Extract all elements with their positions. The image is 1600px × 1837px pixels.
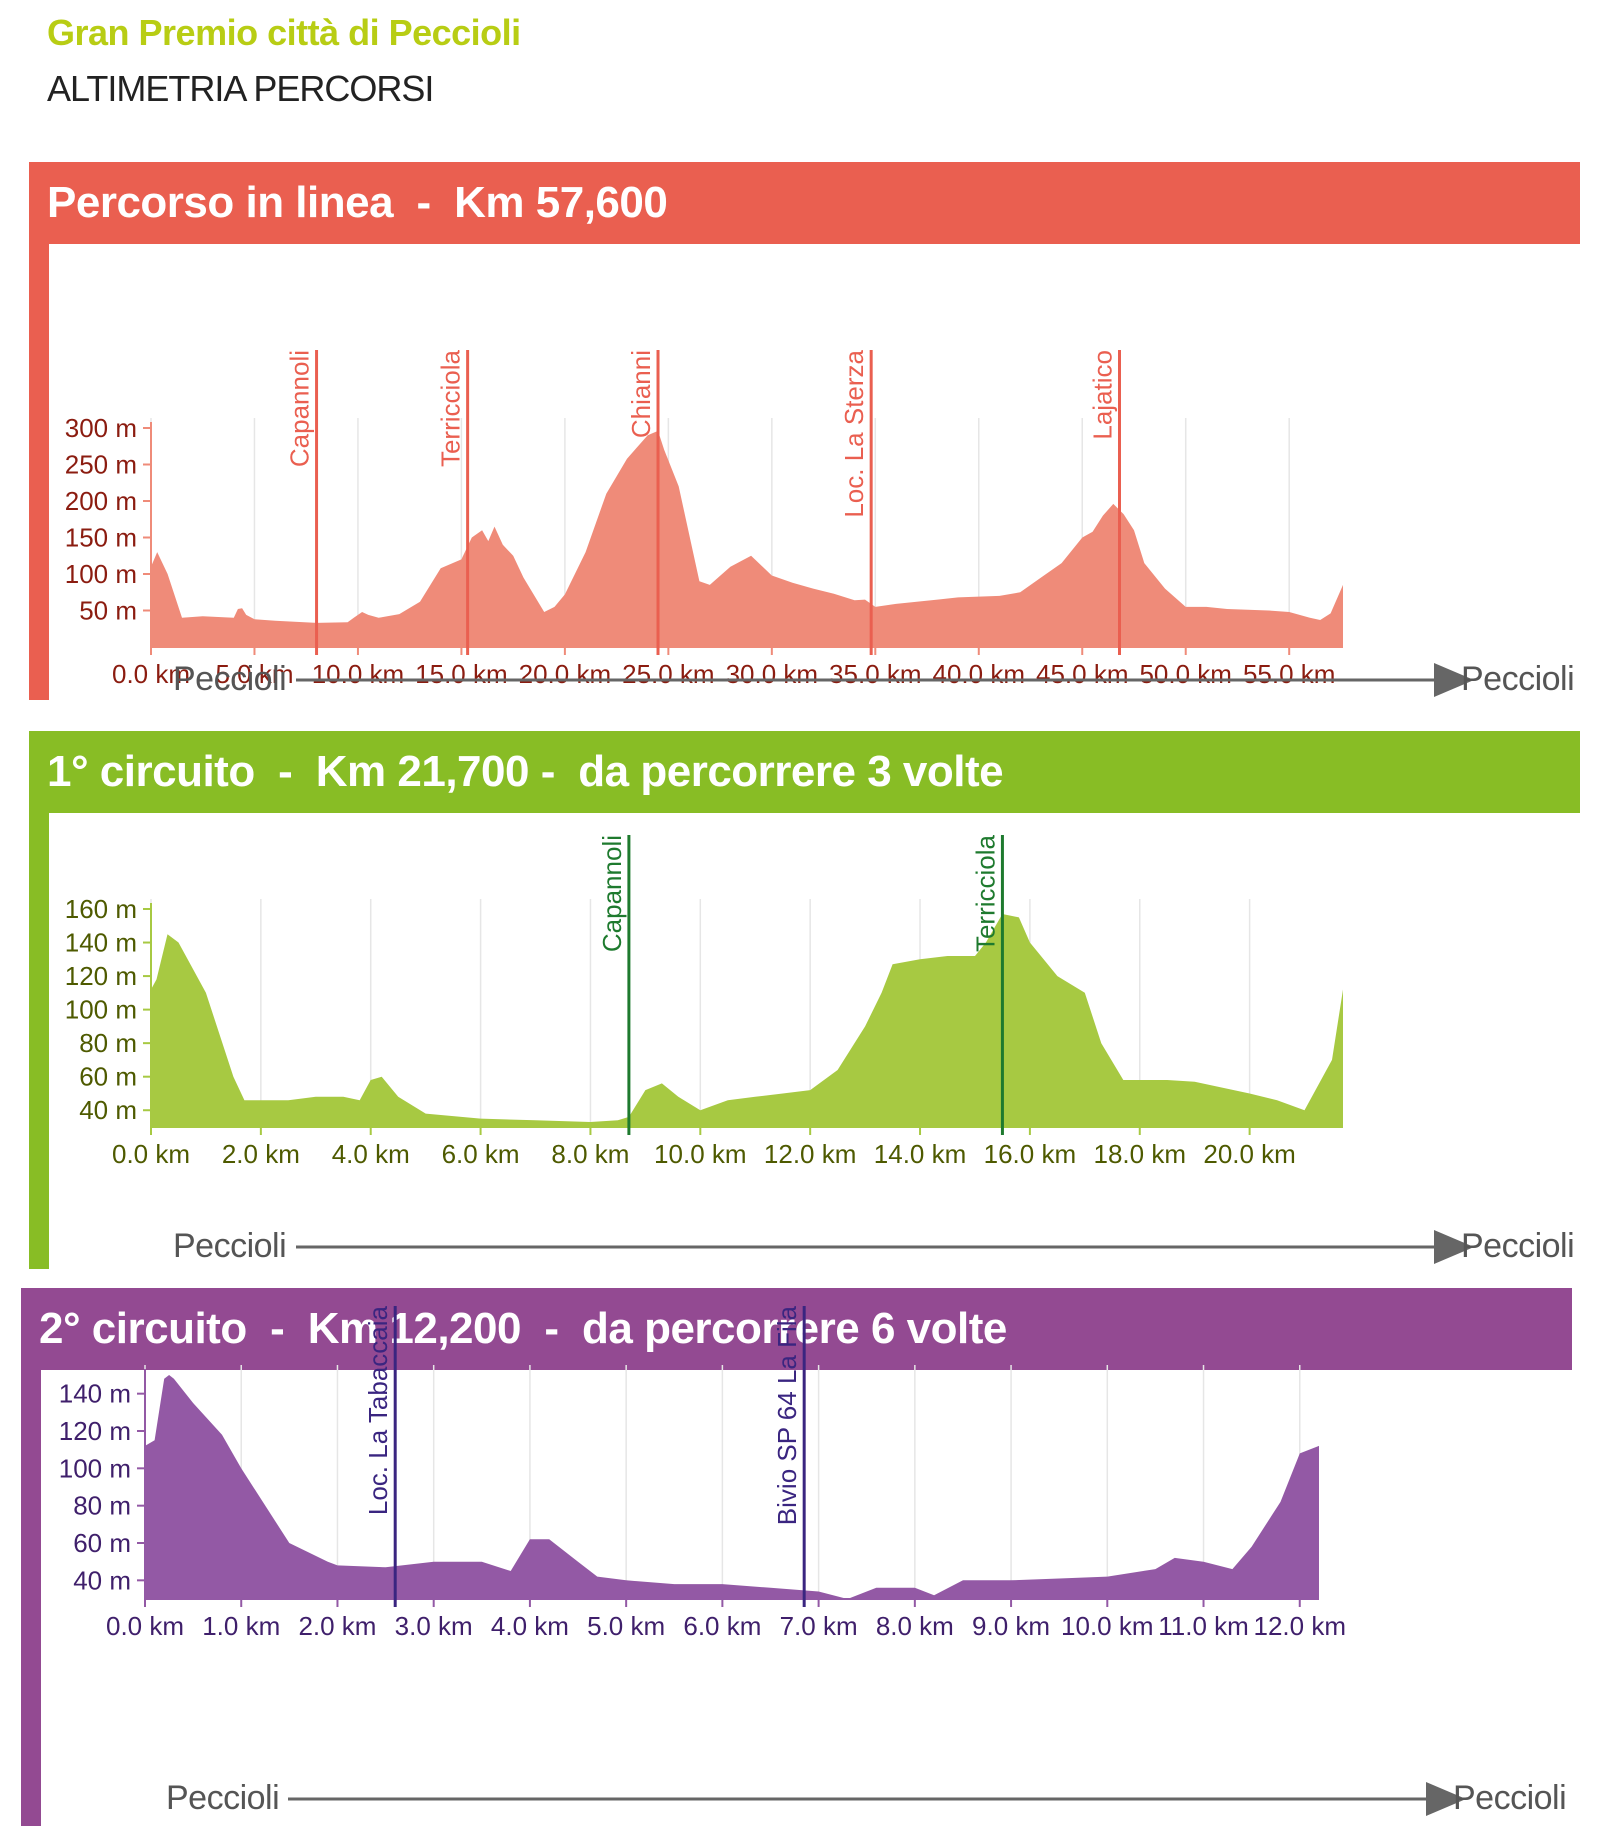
y-tick-label: 160 m bbox=[65, 894, 137, 924]
panel-circuito-2: 2° circuito - Km 12,200 - da percorrere … bbox=[21, 1288, 1572, 1826]
elevation-chart: 50 m 100 m 150 m 200 m 250 m 300 m 0.0 km 5.0 k… bbox=[65, 349, 1343, 689]
x-tick-label: 8.0 km bbox=[551, 1139, 629, 1169]
panel-header-text: Percorso in linea - Km 57,600 bbox=[47, 178, 668, 227]
y-tick-label: 60 m bbox=[73, 1528, 131, 1558]
x-tick-label: 50.0 km bbox=[1139, 659, 1232, 689]
y-tick-label: 80 m bbox=[79, 1028, 137, 1058]
x-tick-label: 15.0 km bbox=[415, 659, 508, 689]
x-tick-label: 10.0 km bbox=[312, 659, 405, 689]
x-tick-label: 12.0 km bbox=[1254, 1611, 1347, 1641]
page-subtitle: ALTIMETRIA PERCORSI bbox=[47, 68, 434, 109]
x-tick-label: 2.0 km bbox=[298, 1611, 376, 1641]
x-tick-label: 10.0 km bbox=[654, 1139, 747, 1169]
x-tick-label: 20.0 km bbox=[1203, 1139, 1296, 1169]
panel-left-bar bbox=[29, 244, 49, 700]
location-marker-label: Lajatico bbox=[1088, 350, 1118, 440]
x-tick-label: 7.0 km bbox=[780, 1611, 858, 1641]
route-end-label: Peccioli bbox=[1461, 660, 1575, 698]
y-tick-label: 100 m bbox=[65, 559, 137, 589]
x-tick-label: 12.0 km bbox=[764, 1139, 857, 1169]
location-marker-label: Loc. La Tabaccaia bbox=[363, 1305, 393, 1515]
x-tick-label: 11.0 km bbox=[1158, 1611, 1249, 1641]
x-tick-label: 35.0 km bbox=[829, 659, 922, 689]
y-tick-label: 50 m bbox=[79, 596, 137, 626]
route-start-label: Peccioli bbox=[173, 660, 287, 698]
y-tick-label: 150 m bbox=[65, 523, 137, 553]
elevation-area bbox=[151, 914, 1343, 1127]
y-tick-label: 300 m bbox=[65, 413, 137, 443]
elevation-area bbox=[145, 1375, 1319, 1599]
x-tick-label: 16.0 km bbox=[984, 1139, 1077, 1169]
x-tick-label: 18.0 km bbox=[1094, 1139, 1187, 1169]
elevation-chart: 40 m 60 m 80 m 100 m 120 m 140 m 0.0 km 1.0 km 2… bbox=[59, 1305, 1347, 1641]
x-tick-label: 8.0 km bbox=[876, 1611, 954, 1641]
route-arrow-icon bbox=[296, 663, 1474, 697]
x-tick-label: 14.0 km bbox=[874, 1139, 967, 1169]
x-tick-label: 20.0 km bbox=[519, 659, 612, 689]
panel-header: Percorso in linea - Km 57,600 bbox=[29, 162, 1580, 244]
y-tick-label: 40 m bbox=[73, 1565, 131, 1595]
x-tick-label: 5.0 km bbox=[587, 1611, 665, 1641]
panel-left-bar bbox=[29, 813, 49, 1269]
location-marker-label: Terricciola bbox=[436, 349, 466, 467]
x-tick-label: 3.0 km bbox=[395, 1611, 473, 1641]
panel-left-bar bbox=[21, 1370, 41, 1826]
y-tick-label: 140 m bbox=[65, 928, 137, 958]
x-tick-label: 25.0 km bbox=[622, 659, 715, 689]
panel-header: 1° circuito - Km 21,700 - da percorrere … bbox=[29, 731, 1580, 813]
route-arrow-icon bbox=[296, 1230, 1474, 1264]
location-marker-label: Bivio SP 64 La Fila bbox=[772, 1305, 802, 1525]
x-tick-label: 4.0 km bbox=[491, 1611, 569, 1641]
route-start-label: Peccioli bbox=[166, 1779, 280, 1817]
x-tick-label: 0.0 km bbox=[112, 1139, 190, 1169]
x-tick-label: 5.0 km bbox=[215, 659, 293, 689]
x-tick-label: 0.0 km bbox=[106, 1611, 184, 1641]
route-end-label: Peccioli bbox=[1461, 1227, 1575, 1265]
x-tick-label: 1.0 km bbox=[202, 1611, 280, 1641]
location-marker-label: Capannoli bbox=[597, 835, 627, 952]
panel-circuito-1: 1° circuito - Km 21,700 - da percorrere … bbox=[29, 731, 1580, 1269]
route-arrow-icon bbox=[288, 1782, 1466, 1816]
panel-header-text: 2° circuito - Km 12,200 - da percorrere … bbox=[39, 1304, 1007, 1353]
x-tick-label: 10.0 km bbox=[1061, 1611, 1154, 1641]
y-tick-label: 100 m bbox=[59, 1453, 131, 1483]
x-tick-label: 45.0 km bbox=[1036, 659, 1129, 689]
panel-header: 2° circuito - Km 12,200 - da percorrere … bbox=[21, 1288, 1572, 1370]
location-marker-label: Chianni bbox=[626, 350, 656, 438]
y-tick-label: 140 m bbox=[59, 1379, 131, 1409]
y-tick-label: 120 m bbox=[65, 961, 137, 991]
x-tick-label: 6.0 km bbox=[683, 1611, 761, 1641]
x-tick-label: 2.0 km bbox=[222, 1139, 300, 1169]
location-marker-label: Capannoli bbox=[285, 350, 315, 467]
y-tick-label: 120 m bbox=[59, 1416, 131, 1446]
x-tick-label: 4.0 km bbox=[332, 1139, 410, 1169]
route-start-label: Peccioli bbox=[173, 1227, 287, 1265]
x-tick-label: 6.0 km bbox=[442, 1139, 520, 1169]
x-tick-label: 9.0 km bbox=[972, 1611, 1050, 1641]
x-tick-label: 55.0 km bbox=[1243, 659, 1336, 689]
elevation-area bbox=[151, 430, 1343, 647]
y-tick-label: 80 m bbox=[73, 1491, 131, 1521]
y-tick-label: 60 m bbox=[79, 1062, 137, 1092]
page-title: Gran Premio città di Peccioli bbox=[47, 12, 521, 53]
x-tick-label: 0.0 km bbox=[112, 659, 190, 689]
route-end-label: Peccioli bbox=[1453, 1779, 1567, 1817]
y-tick-label: 100 m bbox=[65, 995, 137, 1025]
location-marker-label: Terricciola bbox=[970, 834, 1000, 952]
y-tick-label: 250 m bbox=[65, 450, 137, 480]
x-tick-label: 40.0 km bbox=[933, 659, 1026, 689]
y-tick-label: 200 m bbox=[65, 486, 137, 516]
panel-header-text: 1° circuito - Km 21,700 - da percorrere … bbox=[47, 747, 1004, 796]
x-tick-label: 30.0 km bbox=[726, 659, 819, 689]
y-tick-label: 40 m bbox=[79, 1095, 137, 1125]
location-marker-label: Loc. La Sterza bbox=[839, 349, 869, 517]
panel-percorso-in-linea: Percorso in linea - Km 57,600 50 m 100 m 1… bbox=[29, 162, 1580, 700]
